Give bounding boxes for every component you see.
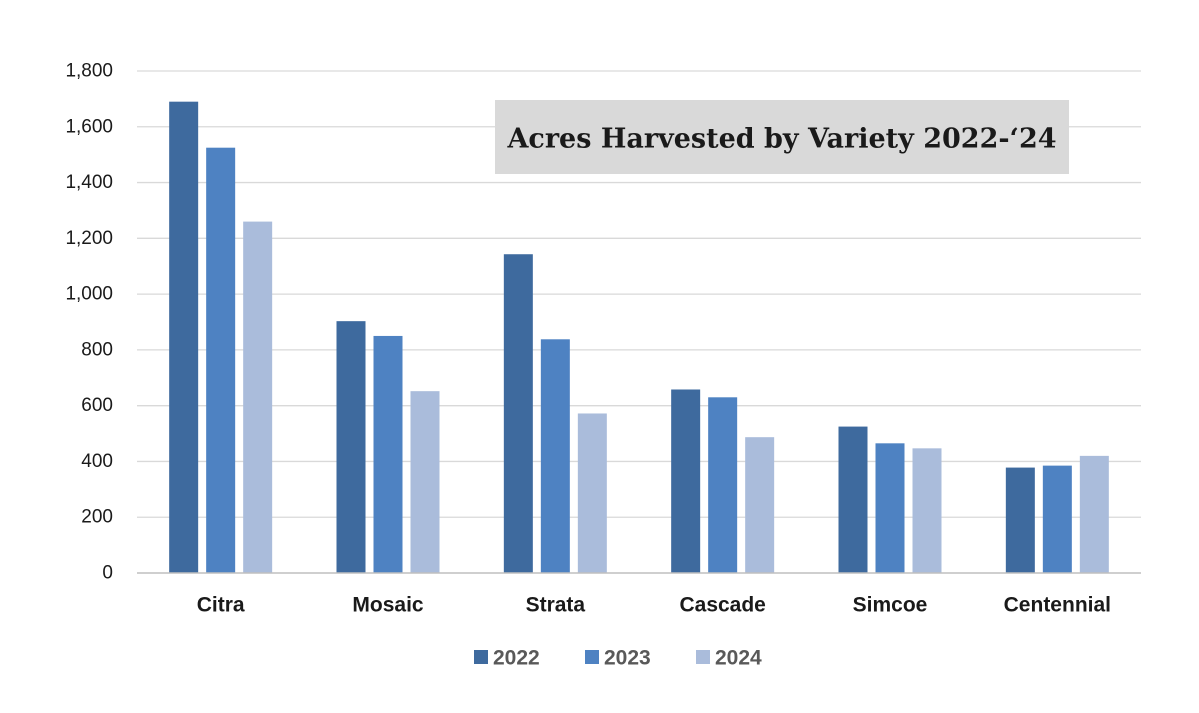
bar-cascade-2023 [708,397,738,573]
bar-citra-2024 [243,221,273,573]
bar-citra-2022 [169,101,199,573]
y-tick-label: 0 [102,563,113,584]
bars [169,101,1109,574]
y-tick-label: 1,400 [65,172,113,193]
bar-cascade-2022 [671,389,701,573]
x-category-label: Simcoe [853,594,928,617]
bar-centennial-2023 [1042,465,1072,573]
y-tick-label: 200 [81,507,113,528]
title-background [495,100,1069,174]
legend-label-2022: 2022 [493,647,540,670]
y-tick-label: 1,000 [65,284,113,305]
bar-centennial-2022 [1005,467,1035,573]
y-tick-label: 1,200 [65,228,113,249]
bar-strata-2022 [503,254,533,574]
legend-label-2023: 2023 [604,647,651,670]
bar-simcoe-2023 [875,443,905,573]
x-category-label: Centennial [1004,594,1111,617]
legend: 2022 2023 2024 [474,647,762,670]
x-category-label: Mosaic [352,594,424,617]
legend-swatch-2023 [585,650,599,664]
chart-title: Acres Harvested by Variety 2022-‘24 [506,124,1056,155]
chart-title-box: Acres Harvested by Variety 2022-‘24 [495,100,1069,174]
x-category-label: Citra [197,594,245,617]
y-tick-label: 400 [81,451,113,472]
x-axis-category-labels: Citra Mosaic Strata Cascade Simcoe Centennial [197,594,1111,617]
bar-strata-2023 [540,339,570,573]
x-category-label: Strata [526,594,586,617]
bar-centennial-2024 [1079,455,1109,573]
bar-mosaic-2022 [336,321,366,573]
y-tick-label: 800 [81,339,113,360]
y-tick-label: 1,600 [65,116,113,137]
bar-cascade-2024 [745,437,775,573]
gridlines [137,70,1141,518]
y-axis-tick-labels: 0 200 400 600 800 1,000 1,200 1,400 1,600 1,800 [65,61,113,584]
y-tick-label: 600 [81,395,113,416]
bar-simcoe-2024 [912,448,942,573]
legend-swatch-2024 [696,650,710,664]
bar-citra-2023 [206,147,236,573]
legend-swatch-2022 [474,650,488,664]
bar-strata-2024 [577,413,607,573]
x-category-label: Cascade [679,594,765,617]
y-tick-label: 1,800 [65,61,113,82]
bar-mosaic-2023 [373,335,403,573]
bar-mosaic-2024 [410,391,440,573]
legend-label-2024: 2024 [715,647,762,670]
bar-simcoe-2022 [838,426,868,573]
